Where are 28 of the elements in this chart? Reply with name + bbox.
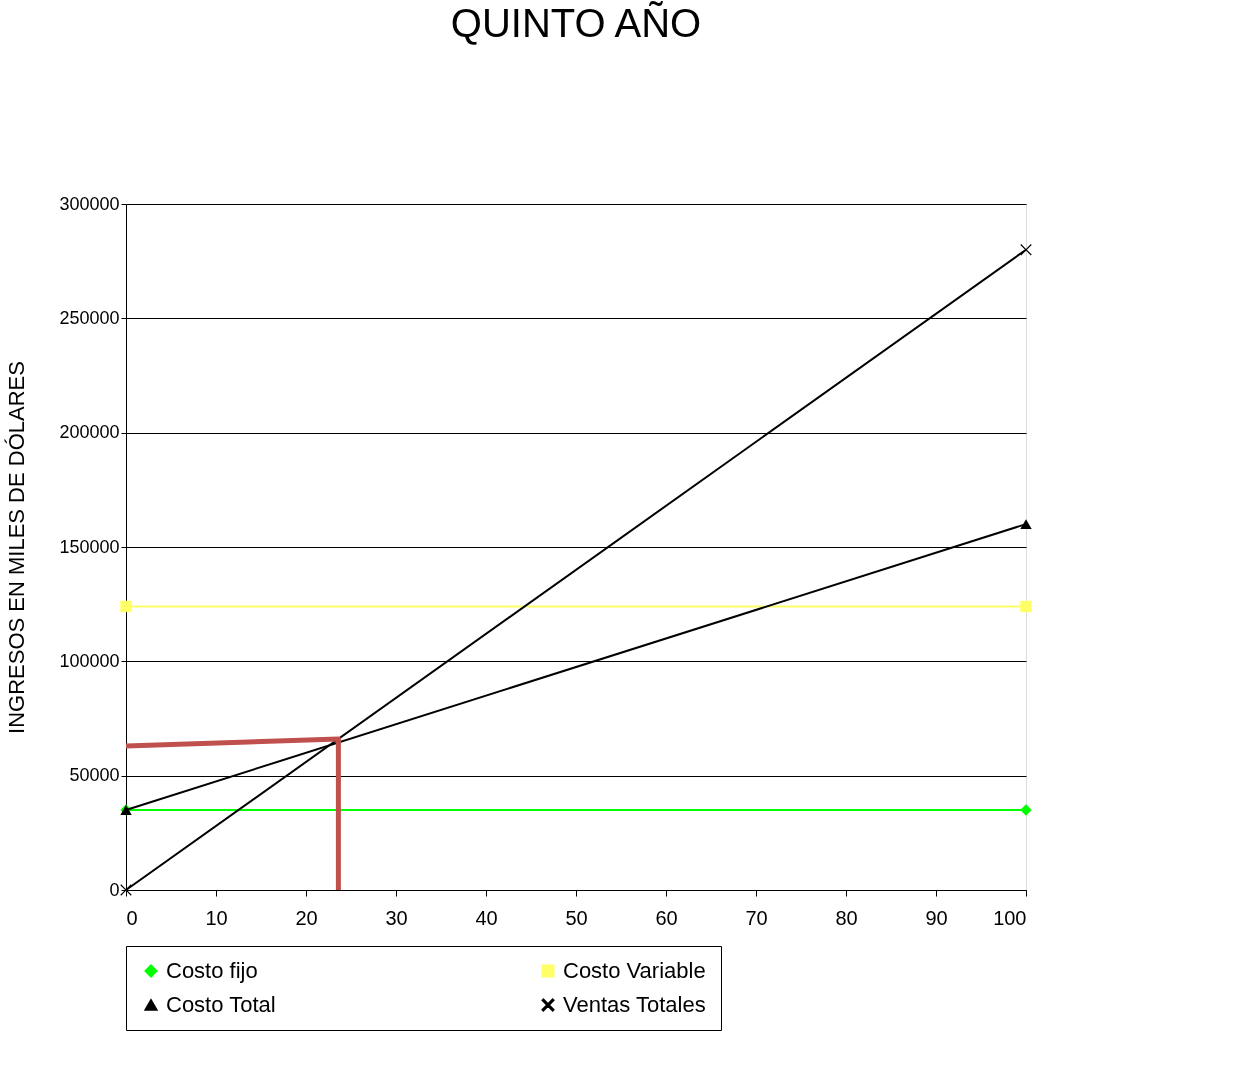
y-axis-title: INGRESOS EN MILES DE DÓLARES [4, 361, 30, 734]
legend-label: Costo Variable [563, 958, 706, 983]
x-tick-label: 100 [993, 906, 1027, 929]
y-tick-label: 50000 [69, 765, 120, 786]
legend-label: Ventas Totales [563, 992, 706, 1017]
y-tick-label: 150000 [59, 536, 120, 557]
point [1020, 600, 1032, 613]
y-tick-label: 0 [109, 879, 120, 900]
x-tick-label: 70 [745, 906, 768, 929]
legend-label: Costo fijo [166, 958, 258, 983]
chart-title: QUINTO AÑO [450, 1, 702, 45]
x-tick-label: 60 [655, 906, 678, 929]
y-tick-label: 100000 [59, 650, 120, 671]
point [1020, 804, 1032, 816]
x-tick-label: 0 [126, 906, 138, 929]
point [120, 600, 132, 613]
point [1020, 244, 1032, 256]
x-tick-label: 30 [385, 906, 408, 929]
x-tick-label: 10 [205, 906, 228, 929]
x-tick-label: 90 [925, 906, 948, 929]
legend-label: Costo Total [166, 992, 276, 1017]
x-tick-label: 40 [475, 906, 498, 929]
x-tick-label: 80 [835, 906, 858, 929]
x-tick-label: 50 [565, 906, 588, 929]
x-tick-label: 20 [295, 906, 318, 929]
y-tick-label: 300000 [59, 193, 120, 214]
y-tick-label: 200000 [59, 422, 120, 443]
y-tick-label: 250000 [59, 307, 120, 328]
